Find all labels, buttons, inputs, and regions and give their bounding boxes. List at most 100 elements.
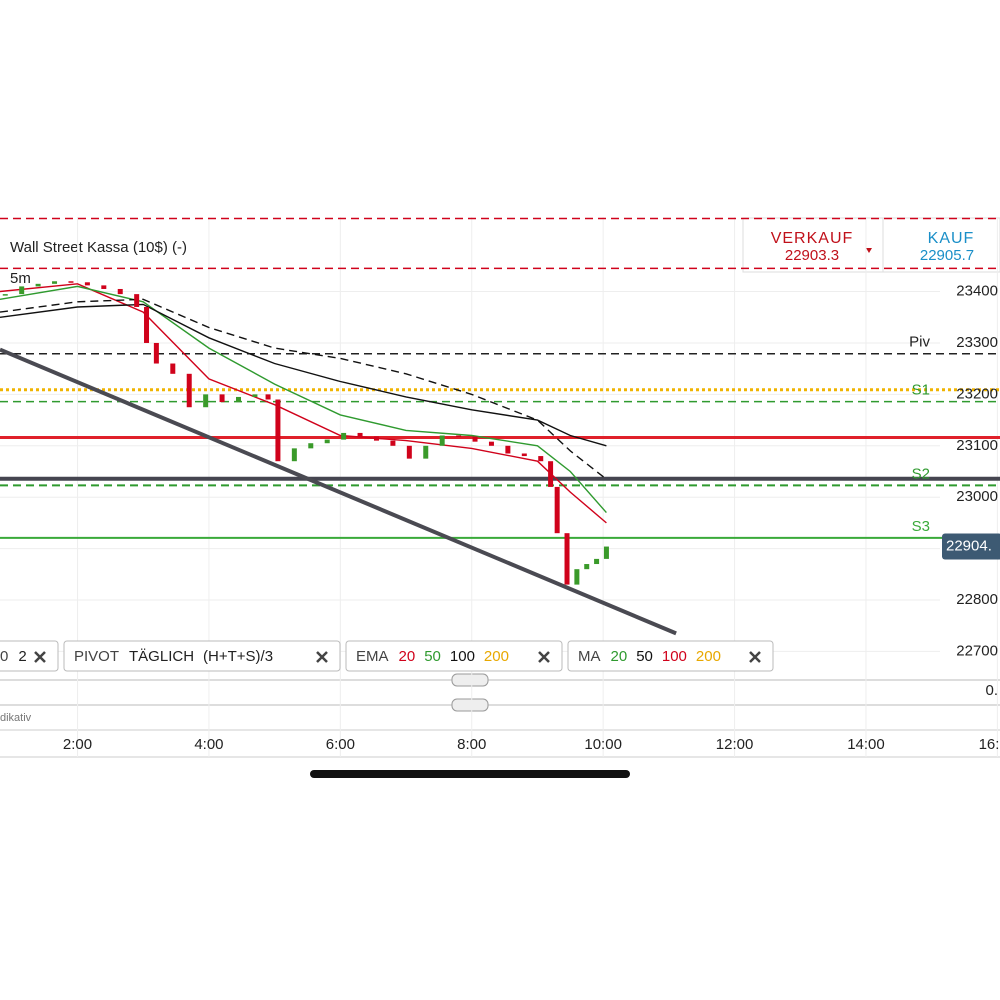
x-tick-label: 12:00 [716,736,754,753]
drag-handle[interactable] [451,698,489,712]
candle [308,443,314,449]
x-tick-label: 16:00 [979,736,1000,753]
candle [548,461,554,487]
candle [144,306,150,343]
candle [472,436,478,442]
y-tick-label: 22700 [956,642,998,659]
candle [505,445,511,454]
chip-box [63,640,341,672]
candle [2,294,8,296]
buy-price: 22905.7 [920,247,974,264]
x-tick-label: 2:00 [63,736,92,753]
candle [219,394,225,403]
trendline [0,347,677,636]
candle [52,281,58,284]
candle [439,435,445,446]
moving-average [0,298,607,480]
candle [406,445,412,459]
lower-panel-label: dikativ [0,712,32,724]
moving-average [0,303,607,447]
candle [291,448,297,462]
buy-box[interactable] [882,217,1000,273]
candle [134,294,140,307]
dropdown-arrow[interactable] [866,248,872,253]
candle [603,546,609,559]
candle [275,399,281,462]
candle [584,564,590,570]
home-indicator [310,770,630,778]
candle [521,453,527,457]
lower-axis-label: 0. [985,682,998,699]
candle [390,440,396,446]
chip-close[interactable] [749,651,761,663]
sell-price: 22903.3 [785,247,839,264]
price-tag-label: 22904. [946,538,992,555]
chip-label: EMA [356,648,389,665]
chip-param: 20 [611,648,628,665]
level-label: S3 [912,518,930,535]
candle [564,533,570,585]
level-label: Piv [909,334,930,351]
chip-label: 0 [0,648,8,665]
chip-param: 200 [484,648,509,665]
chip-close[interactable] [34,651,46,663]
moving-average [0,285,607,514]
y-tick-label: 23200 [956,385,998,402]
level-label: S1 [912,382,930,399]
candle [324,439,330,444]
candle [252,394,258,397]
candle [554,486,560,534]
chip-label: PIVOT [74,648,119,665]
candle [101,285,107,289]
x-tick-label: 14:00 [847,736,885,753]
chip-box [0,640,59,672]
candle [117,288,123,295]
sell-label: VERKAUF [771,230,854,247]
plot [0,217,1000,757]
drag-handle[interactable] [451,673,489,687]
candle [357,432,363,437]
candle [423,445,429,459]
y-tick-label: 23100 [956,437,998,454]
candle [186,373,192,408]
candle [35,283,41,287]
chip-box [345,640,563,672]
chip-param: 2 [18,648,26,665]
candle [341,432,347,440]
candle [84,282,90,286]
candle [538,456,544,462]
x-tick-label: 4:00 [194,736,223,753]
chip-param: 20 [399,648,416,665]
x-tick-label: 8:00 [457,736,486,753]
candle [170,363,176,374]
chip-close[interactable] [316,651,328,663]
chip-param: (H+T+S)/3 [203,648,273,665]
y-tick-label: 23000 [956,488,998,505]
chip-close[interactable] [538,651,550,663]
y-tick-label: 22800 [956,591,998,608]
indicator-chip[interactable]: EMA 20 50 100 200 [345,640,563,672]
sell-box[interactable] [742,217,884,273]
chip-param: 50 [636,648,653,665]
buy-label: KAUF [928,230,975,247]
indicator-chip[interactable]: PIVOT TÄGLICH (H+T+S)/3 [63,640,341,672]
candle [456,435,462,438]
chip-param: 100 [662,648,687,665]
chip-param: 50 [424,648,441,665]
candle [203,394,209,408]
candle [574,569,580,585]
x-tick-label: 10:00 [584,736,622,753]
instrument-title: Wall Street Kassa (10$) (-) [10,239,187,256]
candle [236,396,242,403]
candle [68,281,74,283]
candle [19,286,25,295]
timeframe: 5m [10,270,31,287]
candle [265,394,271,400]
indicator-chip[interactable]: MA 20 50 100 200 [567,640,774,672]
chip-param: 200 [696,648,721,665]
chip-param: 100 [450,648,475,665]
x-tick-label: 6:00 [326,736,355,753]
